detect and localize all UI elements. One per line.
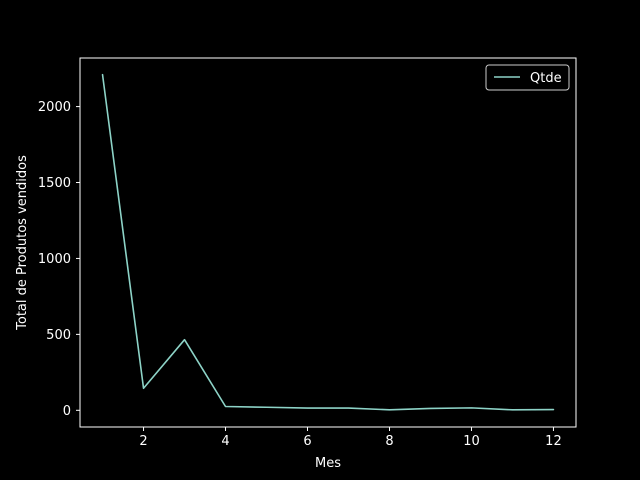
x-tick-label: 8: [385, 434, 393, 449]
y-axis-label: Total de Produtos vendidos: [15, 155, 30, 331]
plot-area-frame: [79, 57, 577, 428]
x-axis-label: Mes: [315, 456, 341, 471]
y-axis-ticks: 0 500 1000 1500 2000: [38, 100, 80, 419]
y-tick-label: 500: [46, 328, 71, 343]
legend: Qtde: [485, 64, 570, 91]
series-line-qtde: [101, 73, 555, 411]
series-layer: [101, 73, 555, 411]
x-axis-ticks: 2 4 6 8 10 12: [139, 427, 562, 449]
x-tick-label: 12: [545, 434, 562, 449]
y-tick-label: 2000: [38, 100, 71, 115]
x-tick-label: 10: [463, 434, 480, 449]
x-tick-label: 6: [303, 434, 311, 449]
y-tick-label: 0: [63, 404, 71, 419]
legend-box: [485, 64, 570, 91]
x-tick-label: 4: [221, 434, 229, 449]
y-tick-label: 1000: [38, 252, 71, 267]
y-tick-label: 1500: [38, 176, 71, 191]
legend-label-qtde: Qtde: [530, 71, 562, 86]
x-tick-label: 2: [139, 434, 147, 449]
